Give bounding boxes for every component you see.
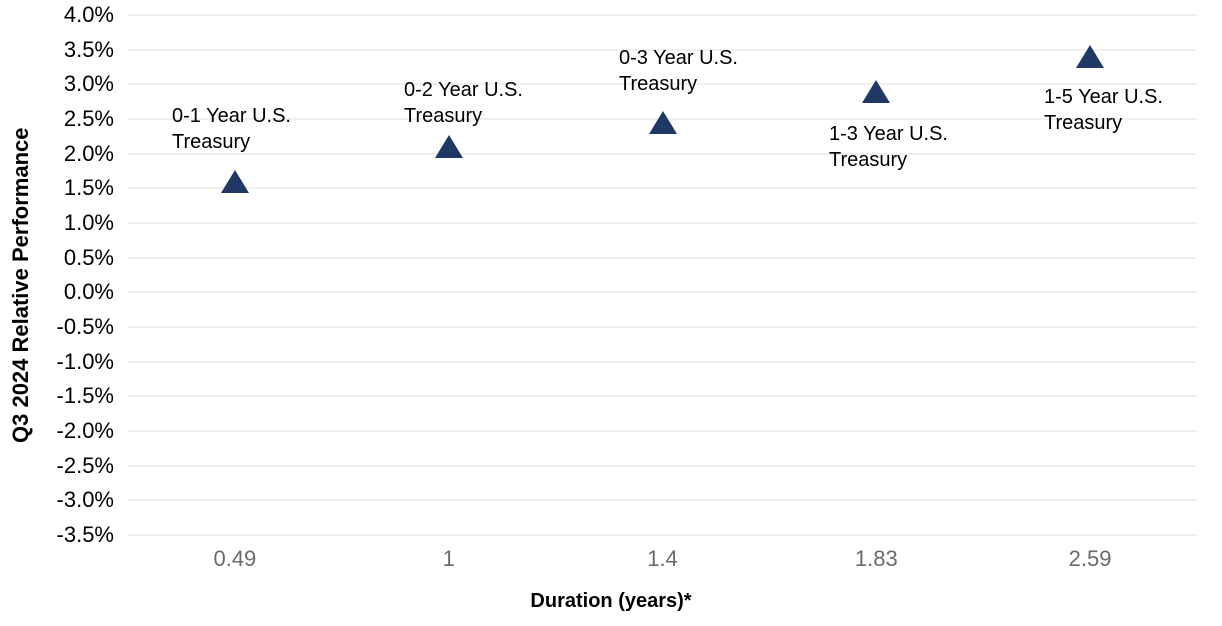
y-tick-label: 1.5% (63, 175, 114, 201)
data-point-label: 1-5 Year U.S. Treasury (1044, 86, 1163, 134)
gridline (128, 464, 1197, 467)
gridline (128, 83, 1197, 86)
x-tick-label: 2.59 (1068, 546, 1112, 571)
y-tick-label: -1.5% (56, 383, 114, 409)
data-point-label: 0-3 Year U.S. Treasury (619, 47, 738, 95)
y-tick-label: 4.0% (63, 2, 114, 27)
gridline (128, 256, 1197, 259)
data-point-marker-triangle (648, 110, 677, 134)
data-point-marker-triangle (1076, 45, 1105, 69)
y-tick-label: 1.0% (63, 210, 114, 235)
gridline (128, 187, 1197, 190)
x-tick-label: 1.83 (854, 546, 898, 571)
gridline (128, 395, 1197, 398)
gridline (128, 360, 1197, 363)
y-tick-label: 2.5% (63, 106, 114, 131)
gridline (128, 291, 1197, 294)
gridline (128, 499, 1197, 502)
y-tick-label: 3.5% (63, 36, 114, 62)
x-axis-title: Duration (years)* (530, 590, 692, 612)
y-tick-label: 0.5% (63, 244, 114, 270)
gridline (128, 48, 1197, 51)
y-tick-label: 0.0% (63, 279, 114, 305)
gridline (128, 222, 1197, 224)
gridline (128, 326, 1197, 328)
x-tick-label: 1 (442, 546, 455, 571)
x-tick-label: 1.4 (647, 546, 678, 571)
gridline (128, 152, 1197, 155)
data-point-marker-triangle (434, 135, 463, 159)
data-point-marker-triangle (862, 79, 891, 103)
gridline (128, 14, 1197, 16)
y-tick-label: -1.0% (56, 348, 114, 374)
y-tick-label: -0.5% (56, 314, 114, 339)
y-tick-label: 2.0% (63, 140, 114, 166)
data-point-label: 1-3 Year U.S. Treasury (829, 123, 948, 171)
data-point-label: 0-2 Year U.S. Treasury (404, 79, 523, 127)
gridline (128, 430, 1197, 432)
y-tick-label: -2.5% (56, 452, 114, 478)
y-tick-label: -3.0% (56, 487, 114, 513)
x-tick-label: 0.49 (213, 546, 257, 571)
data-point-label: 0-1 Year U.S. Treasury (172, 105, 291, 153)
gridline (128, 534, 1197, 536)
y-tick-label: -2.0% (56, 418, 114, 443)
data-point-marker-triangle (220, 169, 249, 193)
y-tick-label: -3.5% (56, 522, 114, 547)
y-tick-label: 3.0% (63, 71, 114, 97)
